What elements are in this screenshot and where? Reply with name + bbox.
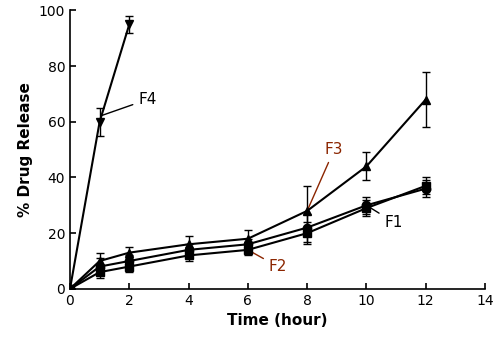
Text: F2: F2 (250, 251, 287, 274)
X-axis label: Time (hour): Time (hour) (227, 313, 328, 328)
Text: F3: F3 (308, 142, 344, 208)
Text: F1: F1 (369, 207, 402, 230)
Text: F4: F4 (102, 92, 156, 115)
Y-axis label: % Drug Release: % Drug Release (18, 82, 33, 217)
